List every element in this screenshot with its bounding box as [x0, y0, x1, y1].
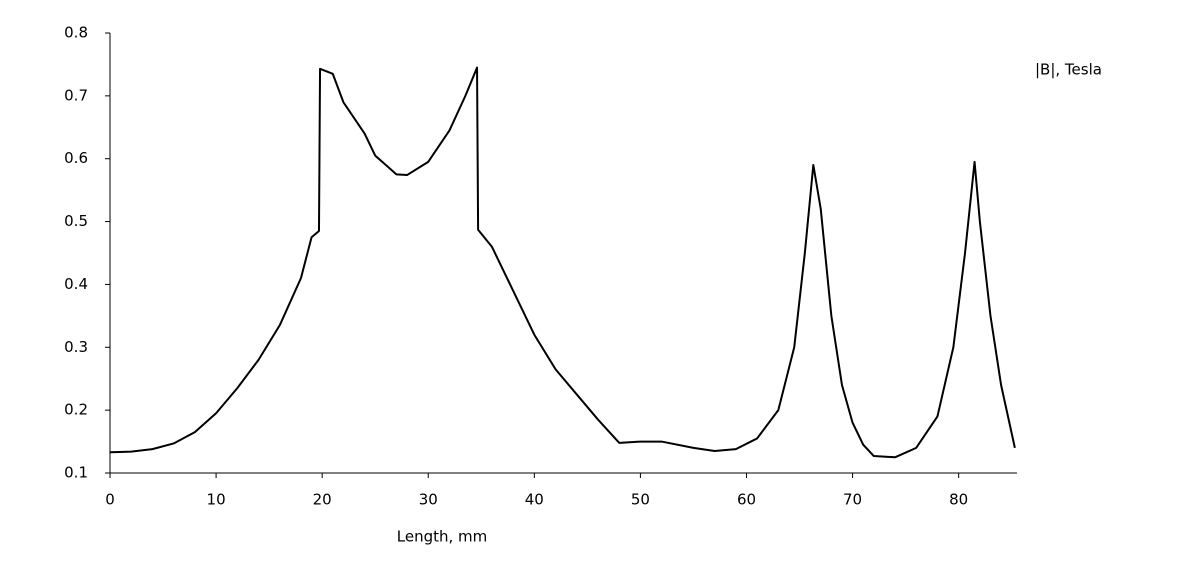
x-tick-label: 20: [313, 491, 332, 509]
y-tick-label: 0.5: [64, 212, 88, 230]
x-tick-label: 80: [949, 491, 968, 509]
x-axis-label: Length, mm: [397, 528, 488, 546]
y-tick-label: 0.2: [64, 401, 88, 419]
x-tick-label: 30: [419, 491, 438, 509]
x-tick-label: 50: [631, 491, 650, 509]
y-tick-label: 0.4: [64, 275, 88, 293]
x-tick-label: 10: [207, 491, 226, 509]
y-tick-label: 0.6: [64, 149, 88, 167]
line-series: [109, 66, 1016, 459]
y-tick-label: 0.1: [64, 464, 88, 482]
y-axis-label: |B|, Tesla: [1035, 61, 1102, 79]
x-tick-label: 0: [105, 491, 115, 509]
y-tick-label: 0.8: [64, 24, 88, 42]
x-tick-label: 40: [525, 491, 544, 509]
x-tick-label: 70: [843, 491, 862, 509]
y-tick-label: 0.3: [64, 338, 88, 356]
x-tick-label: 60: [737, 491, 756, 509]
y-tick-label: 0.7: [64, 86, 88, 104]
